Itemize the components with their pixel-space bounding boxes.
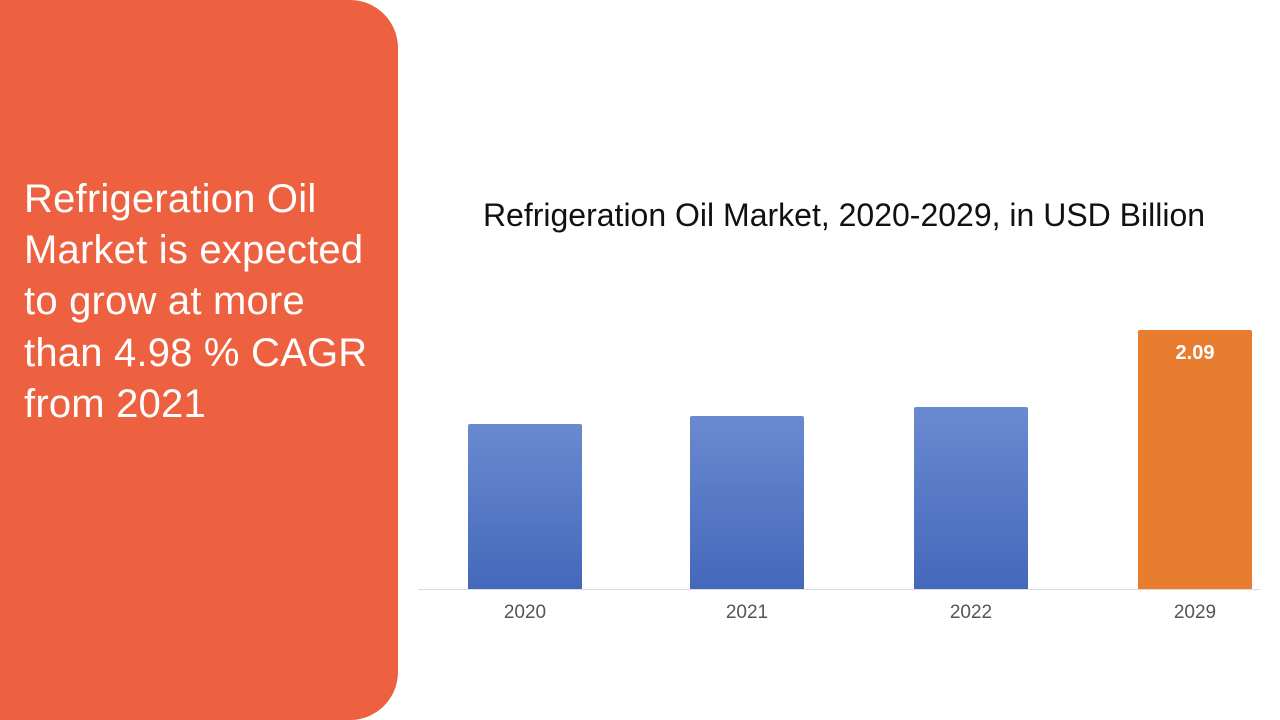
page: Refrigeration Oil Market is expected to … xyxy=(0,0,1280,720)
plot: 2.09 xyxy=(418,330,1260,590)
x-axis-labels: 2020202120222029 xyxy=(418,590,1260,630)
bar-2020 xyxy=(468,424,582,589)
chart-area: 2.09 2020202120222029 xyxy=(418,330,1260,630)
chart-panel: Refrigeration Oil Market, 2020-2029, in … xyxy=(398,0,1280,720)
bar-value-label: 2.09 xyxy=(1138,342,1252,365)
x-label: 2021 xyxy=(670,602,824,624)
bar-2029: 2.09 xyxy=(1138,330,1252,589)
left-panel: Refrigeration Oil Market is expected to … xyxy=(0,0,398,720)
chart-title: Refrigeration Oil Market, 2020-2029, in … xyxy=(448,195,1240,235)
x-label: 2020 xyxy=(448,602,602,624)
headline-text: Refrigeration Oil Market is expected to … xyxy=(24,174,374,430)
bar-2022 xyxy=(914,407,1028,589)
bar-2021 xyxy=(690,416,804,589)
x-label: 2029 xyxy=(1118,602,1272,624)
x-label: 2022 xyxy=(894,602,1048,624)
